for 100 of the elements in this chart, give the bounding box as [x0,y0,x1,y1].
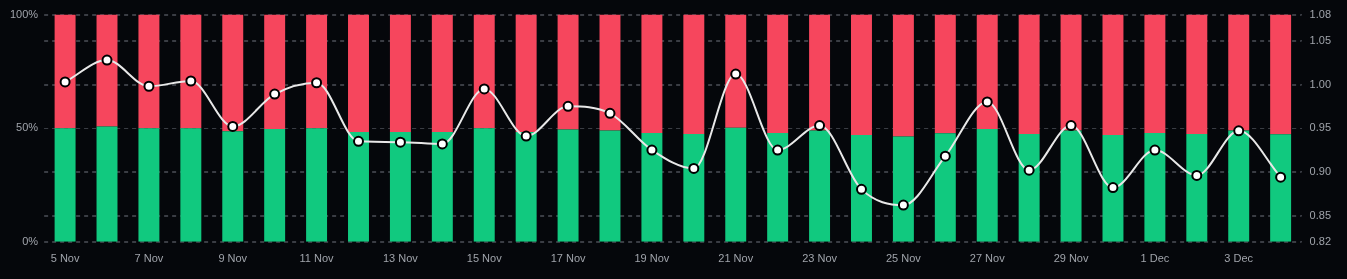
bar [599,14,621,131]
point [814,120,826,132]
x-tick-label: 17 Nov [550,252,586,265]
x-tick-label: 7 Nov [134,252,164,265]
x-tick-label: 21 Nov [718,252,754,265]
bar [54,128,76,242]
bar [389,14,411,133]
point [269,88,281,100]
bar [1270,14,1292,135]
x-tick-label: 15 Nov [466,252,503,265]
x-tick-label: 27 Nov [969,252,1006,265]
x-tick-label: 29 Nov [1053,252,1089,265]
bar [348,14,369,133]
bar [306,128,328,242]
bar [976,128,998,242]
bar [515,14,537,133]
y2-tick-label: 1.00 [1309,77,1332,90]
bar [1102,135,1124,242]
x-tick-label: 25 Nov [885,252,922,265]
y2-tick-label: 1.05 [1309,33,1332,46]
y-tick-label: 50% [16,121,39,134]
bar [641,14,663,133]
bar [767,14,789,133]
point [939,150,951,162]
bar [767,132,789,242]
bar [557,129,579,242]
point [855,183,867,195]
y2-tick-label: 0.95 [1309,121,1332,134]
bar [934,14,956,134]
point [436,138,448,150]
bar [599,130,621,242]
bar [1060,130,1082,242]
point [981,96,993,108]
bar [934,133,956,242]
bar [641,132,663,242]
bar [96,126,118,242]
y2-tick-label: 0.85 [1309,208,1332,221]
point [646,144,658,156]
bar [1060,14,1082,131]
point [1191,169,1203,181]
bar [222,14,244,132]
y2-tick-label: 0.82 [1309,234,1332,247]
bar [1186,133,1208,242]
y-tick-label: 0% [22,234,39,247]
bar [348,132,369,242]
x-tick-label: 23 Nov [802,252,838,265]
bar [557,14,579,130]
x-tick-label: 13 Nov [382,252,419,265]
point [897,199,909,211]
x-tick-label: 1 Dec [1140,252,1170,265]
bar [264,128,286,242]
point [143,80,155,92]
bar [725,127,747,242]
bar [851,14,872,136]
point [730,68,742,80]
bar [1186,14,1208,134]
bar [1102,14,1124,136]
y-tick-label: 100% [9,7,39,20]
x-tick-label: 3 Dec [1224,252,1254,265]
point [604,107,616,119]
point [1065,120,1077,132]
bar [725,14,747,128]
bar [54,14,76,129]
point [478,83,490,95]
bar [473,14,495,129]
x-tick-label: 9 Nov [218,252,248,265]
bar [138,128,160,242]
point [394,136,406,148]
bar [892,14,914,137]
bar [180,128,202,242]
bar [473,128,495,242]
point [772,144,784,156]
bar [1228,130,1250,242]
bar [1018,14,1040,134]
bar [180,14,202,129]
bar [222,131,244,242]
bar [1018,133,1040,242]
point [353,135,364,147]
bar [1144,132,1166,242]
point [1107,182,1119,194]
bar [892,136,914,242]
point [185,75,197,87]
bar [809,130,831,242]
bar [96,14,118,127]
bar [1228,14,1250,131]
point [1149,144,1161,156]
point [227,120,239,132]
bar [851,135,872,242]
bar [306,14,328,129]
y2-tick-label: 1.08 [1309,7,1332,20]
y2-tick-label: 0.90 [1309,164,1332,177]
x-tick-label: 19 Nov [634,252,670,265]
point [1233,125,1245,137]
bar [138,14,160,129]
point [101,54,113,66]
point [1023,164,1035,176]
point [311,77,323,89]
bar [515,132,537,242]
point [562,100,574,112]
bar [264,14,286,129]
